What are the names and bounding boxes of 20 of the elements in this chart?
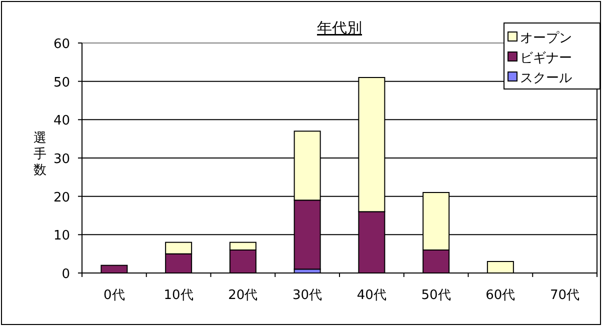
x-tick-label: 70代 bbox=[550, 288, 580, 303]
x-tick-label: 10代 bbox=[164, 288, 194, 303]
y-tick-label: 30 bbox=[53, 152, 70, 167]
y-tick-label: 40 bbox=[53, 114, 70, 129]
y-tick-label: 60 bbox=[53, 37, 70, 52]
x-tick-label: 40代 bbox=[356, 288, 386, 303]
x-tick-label: 0代 bbox=[104, 288, 125, 303]
x-tick-label: 20代 bbox=[228, 288, 258, 303]
y-tick-label: 50 bbox=[53, 75, 70, 90]
y-tick-label: 20 bbox=[53, 190, 70, 206]
y-tick-label: 10 bbox=[53, 228, 70, 244]
y-tick-label: 0 bbox=[62, 267, 70, 282]
x-tick-label: 60代 bbox=[486, 288, 516, 303]
x-tick-label: 50代 bbox=[421, 288, 451, 303]
legend-label: スクール bbox=[520, 71, 572, 86]
x-tick-label: 30代 bbox=[292, 288, 322, 303]
legend-label: オープン bbox=[520, 31, 572, 46]
y-axis-title: 選手数 bbox=[34, 131, 46, 178]
legend-label: ビギナー bbox=[520, 51, 572, 66]
chart-title: 年代別 bbox=[317, 19, 362, 37]
